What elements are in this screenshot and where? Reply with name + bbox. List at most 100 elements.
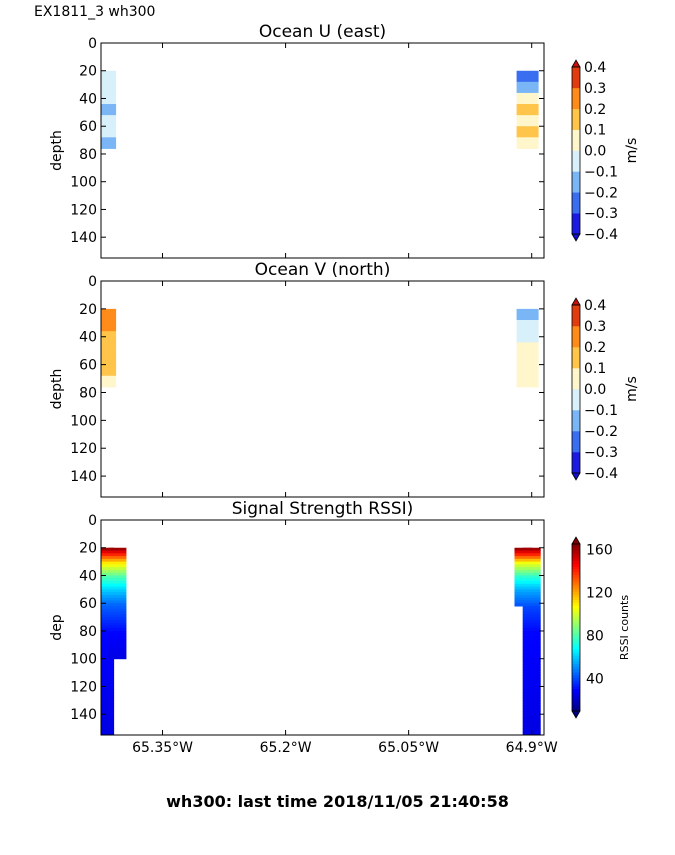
data-cell	[516, 331, 539, 343]
data-cell	[101, 722, 115, 726]
chart-panel-2: Ocean V (north) 0 20 40 60 80 100 120 140 depth 0.…	[49, 260, 640, 498]
data-cell	[522, 664, 541, 668]
data-cell	[108, 578, 127, 582]
colorbar-segment	[572, 688, 580, 692]
colorbar-label: m/s	[624, 138, 640, 164]
data-cell	[101, 700, 115, 704]
colorbar-extend-min	[571, 233, 581, 242]
data-cell	[101, 689, 115, 693]
data-cell	[522, 650, 541, 654]
data-cell	[101, 644, 115, 649]
colorbar-tick-label: 0.1	[584, 361, 606, 377]
plot-area	[101, 70, 539, 149]
data-cell	[101, 733, 115, 735]
data-cell	[516, 70, 539, 83]
data-cell	[101, 686, 115, 690]
colorbar-segment	[572, 591, 580, 595]
data-cell	[516, 104, 539, 116]
colorbar-segment	[572, 546, 580, 550]
colorbar-segment	[572, 627, 580, 631]
data-cell	[516, 126, 539, 138]
data-cell	[108, 617, 127, 621]
colorbar-segment	[572, 171, 580, 193]
data-cell	[101, 719, 115, 724]
colorbar: 160 120 80 40 RSSI counts	[571, 536, 631, 719]
data-cell	[101, 692, 115, 696]
axes-frame	[100, 280, 545, 498]
figure-suptitle: EX1811_3 wh300	[34, 4, 156, 20]
y-tick-label: 0	[88, 36, 97, 52]
colorbar-segment	[572, 305, 580, 327]
data-cell	[101, 567, 115, 571]
colorbar-segment	[572, 697, 580, 701]
data-cell	[101, 636, 115, 640]
data-cell	[522, 667, 541, 671]
y-tick-label: 40	[79, 568, 97, 584]
data-cell	[101, 606, 115, 610]
data-cell	[101, 653, 115, 657]
colorbar-segment	[572, 108, 580, 130]
chart-title: Ocean V (north)	[255, 260, 391, 280]
colorbar-segment	[572, 708, 580, 712]
data-cell	[522, 550, 541, 554]
colorbar-segment	[572, 658, 580, 662]
chart-title: Ocean U (east)	[259, 22, 386, 42]
data-cell	[101, 375, 117, 388]
data-cell	[516, 353, 539, 366]
colorbar: 0.4 0.3 0.2 0.1 0.0 −0.1 −0.2 −0.3 −0.4 m/s	[571, 59, 640, 243]
colorbar-tick-label: 120	[586, 585, 613, 601]
data-cell	[108, 606, 127, 610]
data-cell	[108, 586, 127, 590]
data-cell	[101, 320, 117, 332]
x-tick-label: 65.2°W	[260, 740, 312, 756]
data-cell	[522, 572, 541, 576]
data-cell	[522, 683, 541, 687]
data-cell	[101, 730, 115, 735]
data-cell	[516, 137, 539, 149]
data-cell	[108, 636, 127, 640]
data-cell	[522, 556, 541, 560]
colorbar-segment	[572, 452, 580, 474]
colorbar-segment	[572, 677, 580, 681]
colorbar-segment	[572, 605, 580, 609]
colorbar-label: RSSI counts	[618, 595, 631, 660]
data-cell	[108, 592, 127, 596]
colorbar-tick-label: −0.1	[584, 164, 618, 180]
data-cell	[101, 711, 115, 715]
data-cell	[522, 697, 541, 701]
colorbar: 0.4 0.3 0.2 0.1 0.0 −0.1 −0.2 −0.3 −0.4 m/s	[571, 297, 640, 482]
colorbar-segment	[572, 431, 580, 453]
data-cell	[108, 567, 127, 571]
data-cell	[108, 630, 127, 635]
y-tick-label: 100	[70, 652, 97, 668]
colorbar-segment	[572, 652, 580, 656]
data-cell	[101, 92, 117, 105]
y-axis-label: dep	[49, 614, 65, 641]
data-cell	[522, 675, 541, 679]
colorbar-segment	[572, 672, 580, 676]
data-cell	[101, 708, 115, 712]
data-cell	[522, 708, 541, 712]
colorbar-segment	[572, 582, 580, 587]
data-cell	[522, 622, 541, 626]
colorbar-segment	[572, 555, 580, 559]
y-tick-label: 60	[79, 596, 97, 612]
data-cell	[108, 589, 127, 593]
data-cell	[522, 575, 541, 579]
x-tick-label: 65.05°W	[378, 740, 439, 756]
data-cell	[108, 653, 127, 657]
colorbar-segment	[572, 674, 580, 678]
data-cell	[516, 320, 539, 332]
data-cell	[522, 672, 541, 676]
colorbar-segment	[572, 646, 580, 651]
chart-panel-1: Ocean U (east) 0 20 40 60 80 100 120 140 depth 0.4…	[49, 22, 640, 259]
colorbar-segment	[572, 585, 580, 589]
data-cell	[101, 639, 115, 643]
colorbar-segment	[572, 649, 580, 653]
colorbar-segment	[572, 577, 580, 581]
colorbar-tick-label: 0.0	[584, 382, 606, 398]
plot-area	[101, 308, 539, 388]
data-cell	[101, 342, 117, 354]
data-cell	[108, 553, 127, 557]
data-cell	[101, 564, 115, 568]
